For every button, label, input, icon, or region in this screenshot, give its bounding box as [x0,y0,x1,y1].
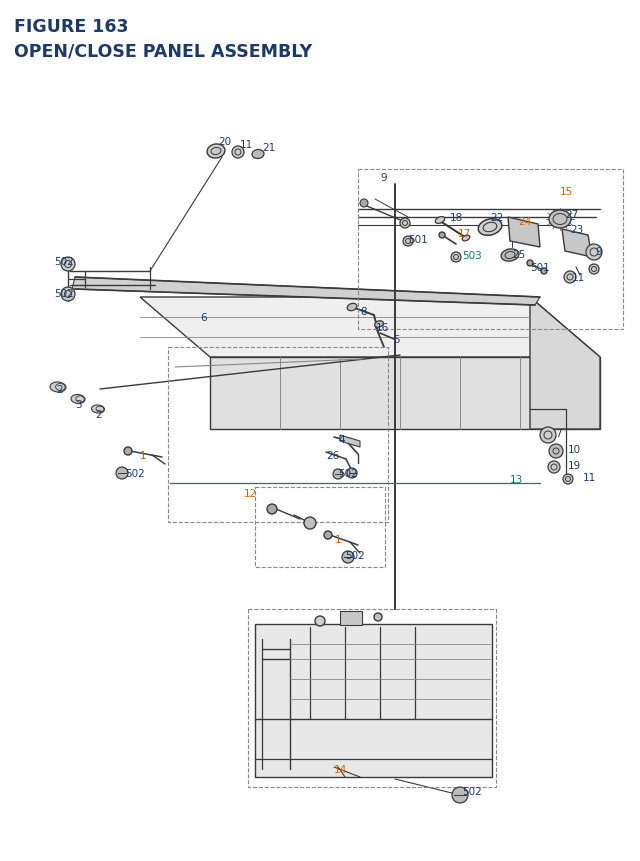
Text: 4: 4 [338,435,344,444]
Text: 11: 11 [583,473,596,482]
Ellipse shape [347,304,357,312]
Text: 23: 23 [570,225,583,235]
Circle shape [564,272,576,283]
Ellipse shape [501,250,519,262]
Text: 27: 27 [565,210,579,220]
Text: 502: 502 [125,468,145,479]
Text: 1: 1 [335,535,342,544]
Text: 8: 8 [360,307,367,317]
Text: 2: 2 [56,385,63,394]
Bar [248,610,496,787]
Text: 15: 15 [560,187,573,197]
Circle shape [347,468,357,479]
Circle shape [61,257,75,272]
Circle shape [540,428,556,443]
Circle shape [61,288,75,301]
Circle shape [116,468,128,480]
Circle shape [403,237,413,247]
Ellipse shape [462,236,470,242]
Text: 3: 3 [75,400,82,410]
Circle shape [267,505,277,514]
Polygon shape [210,357,600,430]
Polygon shape [340,436,360,448]
Text: 17: 17 [458,229,471,238]
Text: 19: 19 [568,461,581,470]
Text: 20: 20 [218,137,231,147]
Circle shape [451,253,461,263]
Text: 501: 501 [530,263,550,273]
Circle shape [360,200,368,208]
Polygon shape [530,298,600,430]
Circle shape [439,232,445,238]
Ellipse shape [252,151,264,159]
Circle shape [541,269,547,275]
Text: 26: 26 [326,450,339,461]
Text: 18: 18 [450,213,463,223]
Ellipse shape [71,395,85,404]
Text: 502: 502 [345,550,365,561]
Circle shape [589,264,599,275]
Circle shape [333,469,343,480]
Text: 502: 502 [54,288,74,299]
Text: 16: 16 [376,323,389,332]
Text: 14: 14 [334,764,348,774]
Text: 2: 2 [95,410,102,419]
Text: 11: 11 [572,273,585,282]
Bar [358,170,623,330]
Ellipse shape [50,382,66,393]
Polygon shape [140,298,600,357]
Text: 9: 9 [595,247,602,257]
Polygon shape [340,611,362,625]
Text: OPEN/CLOSE PANEL ASSEMBLY: OPEN/CLOSE PANEL ASSEMBLY [14,42,312,60]
Ellipse shape [92,406,104,413]
Ellipse shape [207,145,225,159]
Text: 24: 24 [518,217,531,226]
Text: 11: 11 [240,139,253,150]
Text: 501: 501 [408,235,428,245]
Circle shape [563,474,573,485]
Text: 503: 503 [462,251,482,261]
Circle shape [548,461,560,474]
Text: FIGURE 163: FIGURE 163 [14,18,129,36]
Text: 13: 13 [510,474,524,485]
Circle shape [374,613,382,622]
Circle shape [549,444,563,458]
Text: 9: 9 [380,173,387,183]
Polygon shape [255,624,492,777]
Text: 10: 10 [568,444,581,455]
Circle shape [527,261,533,267]
Text: 502: 502 [338,468,358,479]
Circle shape [452,787,468,803]
Circle shape [304,517,316,530]
Polygon shape [508,218,540,248]
Circle shape [315,616,325,626]
Circle shape [400,219,410,229]
Text: 21: 21 [262,143,275,152]
Ellipse shape [374,321,383,328]
Text: 502: 502 [462,786,482,796]
Polygon shape [562,230,592,257]
Ellipse shape [478,220,502,236]
Ellipse shape [549,211,571,229]
Ellipse shape [435,217,445,224]
Text: 7: 7 [555,429,562,438]
Text: 6: 6 [200,313,207,323]
Text: 502: 502 [54,257,74,267]
Polygon shape [72,278,540,306]
Circle shape [124,448,132,455]
Bar [255,487,385,567]
Text: 22: 22 [490,213,503,223]
Bar [168,348,388,523]
Circle shape [342,551,354,563]
Text: 12: 12 [244,488,257,499]
Text: 25: 25 [512,250,525,260]
Circle shape [324,531,332,539]
Text: 5: 5 [393,335,399,344]
Circle shape [232,147,244,158]
Text: 1: 1 [140,450,147,461]
Circle shape [586,245,602,261]
